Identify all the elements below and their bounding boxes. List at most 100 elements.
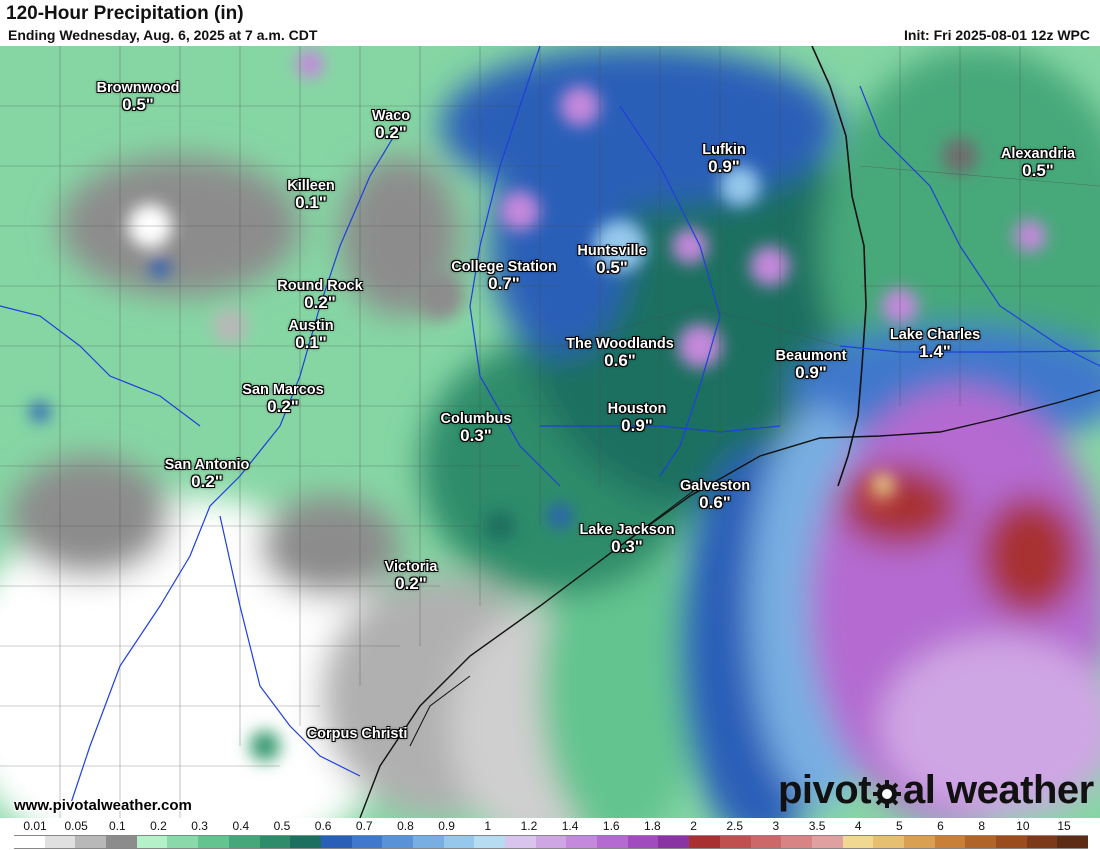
brand-text-right: al weather — [903, 767, 1094, 812]
legend-tick-label: 2.5 — [726, 819, 744, 833]
city-label-waco: Waco 0.2" — [371, 108, 411, 143]
legend-swatch — [106, 836, 137, 848]
city-name: Corpus Christi — [306, 726, 408, 742]
legend-swatch — [842, 836, 874, 848]
legend-swatch — [320, 836, 352, 848]
legend-tick-label: 1.4 — [561, 819, 579, 833]
city-name: Lake Charles — [889, 327, 981, 343]
city-label-san-marcos: San Marcos 0.2" — [242, 382, 324, 417]
legend-swatch — [290, 836, 321, 848]
coastline — [359, 389, 1100, 818]
legend-tick-label: 0.01 — [23, 819, 47, 833]
city-value: 0.6" — [699, 493, 731, 513]
legend-color-bar — [14, 835, 1089, 849]
legend-tick-label: 3.5 — [808, 819, 826, 833]
city-value: 0.9" — [621, 416, 653, 436]
legend-tick-label: 0.5 — [273, 819, 291, 833]
city-value: 0.1" — [295, 333, 327, 353]
legend-swatch — [351, 836, 383, 848]
city-name: Waco — [371, 108, 411, 124]
city-label-college-station: College Station 0.7" — [451, 259, 557, 294]
city-label-corpus-christi: Corpus Christi — [306, 726, 408, 742]
city-value: 0.7" — [488, 274, 520, 294]
legend-tick-label: 5 — [896, 819, 903, 833]
city-label-victoria: Victoria 0.2" — [384, 559, 438, 593]
legend-tick-label: 0.4 — [232, 819, 250, 833]
city-label-brownwood: Brownwood 0.5" — [97, 80, 180, 114]
legend-tick-label: 0.1 — [108, 819, 126, 833]
legend-tick-label: 1.2 — [520, 819, 538, 833]
legend-swatch — [1026, 836, 1058, 848]
legend-tick-label: 0.9 — [438, 819, 455, 833]
legend-swatch — [934, 836, 966, 848]
city-value: 0.9" — [795, 363, 827, 383]
init-time: Init: Fri 2025-08-01 12z WPC — [904, 27, 1090, 43]
legend-swatch — [14, 836, 45, 848]
city-name: Houston — [607, 401, 667, 417]
legend-tick-label: 15 — [1057, 819, 1071, 833]
legend-tick-label: 0.2 — [150, 819, 167, 833]
city-label-lake-charles: Lake Charles 1.4" — [889, 327, 981, 362]
legend-tick-label: 1 — [484, 819, 492, 833]
city-value: 0.5" — [596, 258, 628, 278]
legend-swatch — [412, 836, 444, 848]
map-layers — [0, 46, 1100, 818]
legend-swatch — [750, 836, 782, 848]
legend-swatch — [228, 836, 260, 848]
city-name: Lufkin — [702, 142, 746, 158]
city-name: San Marcos — [242, 382, 324, 398]
city-label-the-woodlands: The Woodlands 0.6" — [566, 336, 674, 371]
rivers — [0, 46, 1100, 807]
website-url[interactable]: www.pivotalweather.com — [14, 797, 192, 814]
legend-swatch — [382, 836, 413, 848]
legend-tick-label: 3 — [772, 819, 780, 833]
city-name: Round Rock — [277, 278, 363, 294]
legend-swatch — [627, 836, 659, 848]
city-value: 0.9" — [708, 157, 740, 177]
city-value: 0.2" — [267, 397, 299, 417]
county-lines — [0, 46, 1100, 818]
legend-swatch — [136, 836, 168, 848]
legend-tick-label: 0.8 — [397, 819, 414, 833]
brand-logo: pivot al weather — [778, 766, 1094, 814]
legend-tick-label: 6 — [937, 819, 944, 833]
legend-swatch — [811, 836, 843, 848]
city-name: Victoria — [384, 559, 438, 575]
city-label-killeen: Killeen 0.1" — [287, 178, 335, 212]
legend-swatch — [44, 836, 76, 848]
legend-tick-label: 2 — [690, 819, 697, 833]
city-value: 1.4" — [919, 342, 951, 362]
legend-swatch — [198, 836, 229, 848]
city-value: 0.6" — [604, 351, 636, 371]
city-value: 0.2" — [375, 123, 407, 143]
city-name: Killeen — [287, 178, 335, 194]
city-value: 0.5" — [1022, 161, 1054, 181]
city-name: Columbus — [440, 411, 512, 427]
city-label-round-rock: Round Rock 0.2" — [277, 278, 363, 312]
legend-tick-label: 0.6 — [314, 819, 332, 833]
legend-tick-label: 1.8 — [644, 819, 661, 833]
city-label-lufkin: Lufkin 0.9" — [702, 142, 746, 177]
legend-swatch — [505, 836, 536, 848]
city-label-san-antonio: San Antonio 0.2" — [165, 457, 250, 492]
city-name: Beaumont — [775, 348, 847, 364]
legend-swatch — [535, 836, 567, 848]
city-label-houston: Houston 0.9" — [607, 401, 667, 436]
legend-swatch — [903, 836, 935, 848]
map-subtitle: Ending Wednesday, Aug. 6, 2025 at 7 a.m.… — [8, 27, 318, 43]
barrier-islands — [409, 485, 701, 747]
city-value: 0.3" — [460, 426, 492, 446]
city-name: Galveston — [679, 478, 751, 494]
legend-tick-label: 10 — [1016, 819, 1030, 833]
city-label-alexandria: Alexandria 0.5" — [1000, 146, 1076, 181]
precip-detail — [30, 50, 1046, 762]
city-name: Lake Jackson — [579, 522, 675, 538]
city-name: Alexandria — [1000, 146, 1076, 162]
precipitation-map: Brownwood 0.5" Waco 0.2" Killeen 0.1" Lu… — [0, 46, 1100, 818]
legend-tick-label: 1.6 — [602, 819, 620, 833]
city-value: 0.2" — [191, 472, 223, 492]
city-name: College Station — [451, 259, 557, 275]
legend-swatch — [873, 836, 904, 848]
legend-swatch — [689, 836, 720, 848]
city-value: 0.3" — [611, 537, 643, 557]
